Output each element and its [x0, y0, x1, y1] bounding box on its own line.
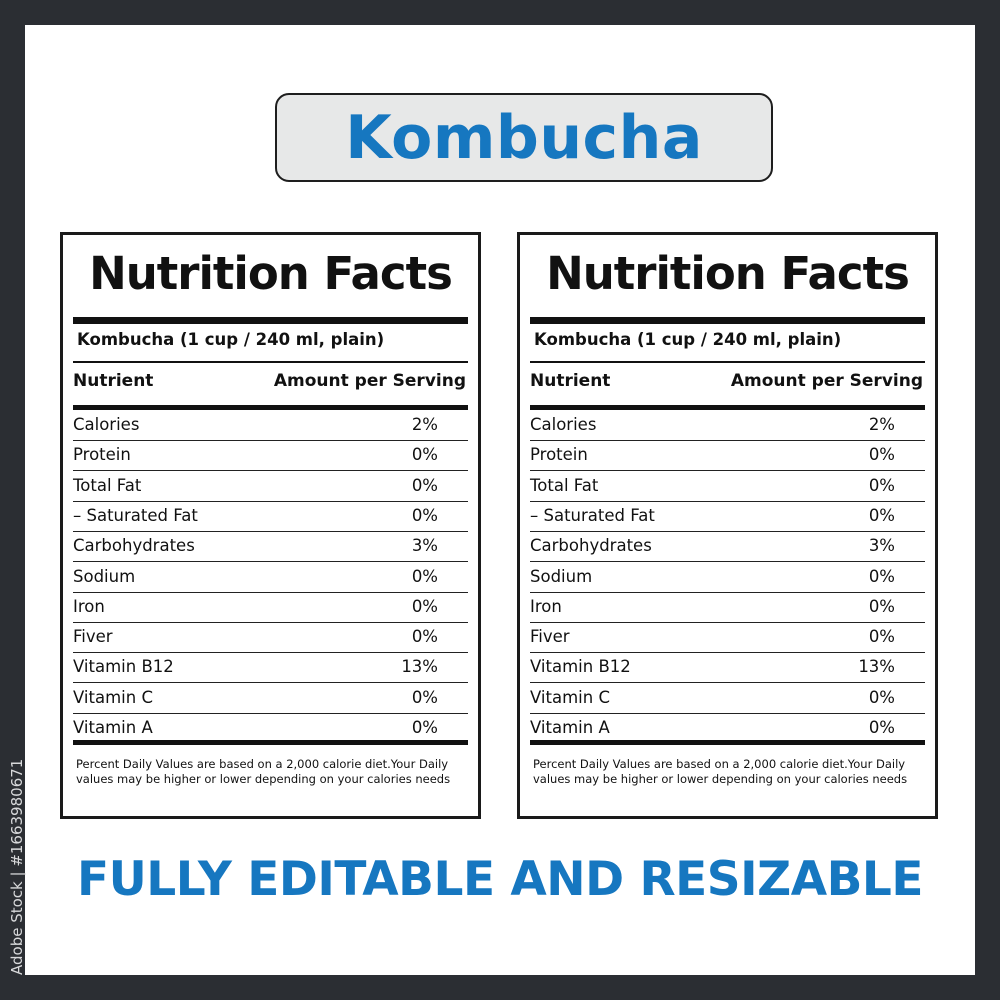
- nutrient-value: 0%: [868, 596, 895, 616]
- nutrient-name: – Saturated Fat: [530, 505, 655, 525]
- serving-size: Kombucha (1 cup / 240 ml, plain): [77, 330, 385, 349]
- canvas: Kombucha Nutrition Facts Kombucha (1 cup…: [25, 25, 975, 975]
- nutrition-label-2: Nutrition Facts Kombucha (1 cup / 240 ml…: [517, 232, 938, 819]
- title-banner: Kombucha: [275, 93, 773, 182]
- nutrient-value: 0%: [868, 718, 895, 737]
- nutrient-value: 3%: [411, 536, 438, 556]
- nutrient-name: Carbohydrates: [73, 536, 195, 556]
- nutrient-value: 0%: [411, 596, 438, 616]
- nutrient-name: Vitamin B12: [530, 657, 631, 677]
- nutrient-value: 0%: [868, 475, 895, 495]
- nutrient-row: Protein 0%: [530, 441, 925, 472]
- nutrient-name: Calories: [530, 415, 597, 434]
- nutrition-facts-heading: Nutrition Facts: [89, 247, 453, 300]
- nutrient-value: 0%: [411, 475, 438, 495]
- nutrient-value: 0%: [868, 566, 895, 586]
- nutrient-value: 0%: [868, 445, 895, 465]
- nutrient-value: 2%: [411, 415, 438, 434]
- footer-tagline: FULLY EDITABLE AND RESIZABLE: [77, 852, 923, 907]
- nutrient-name: Total Fat: [73, 475, 142, 495]
- nutrient-row: Sodium 0%: [73, 563, 468, 593]
- nutrient-row: Carbohydrates 3%: [530, 532, 925, 563]
- column-header: Nutrient Amount per Serving: [530, 371, 923, 391]
- nutrient-name: Sodium: [73, 566, 136, 586]
- nutrient-name: Iron: [73, 596, 105, 616]
- nutrient-name: Vitamin C: [73, 687, 153, 707]
- thick-divider: [530, 317, 925, 324]
- nutrient-name: Iron: [530, 596, 562, 616]
- thick-divider: [73, 405, 468, 410]
- thick-divider: [530, 405, 925, 410]
- nutrition-label-1: Nutrition Facts Kombucha (1 cup / 240 ml…: [60, 232, 481, 819]
- nutrient-name: Vitamin C: [530, 687, 610, 707]
- product-title: Kombucha: [345, 102, 703, 173]
- nutrient-row: – Saturated Fat 0%: [530, 502, 925, 532]
- daily-value-note: Percent Daily Values are based on a 2,00…: [76, 757, 451, 786]
- nutrient-name: – Saturated Fat: [73, 505, 198, 525]
- nutrient-value: 0%: [411, 627, 438, 647]
- nutrient-header: Nutrient: [73, 371, 154, 391]
- nutrient-row: Carbohydrates 3%: [73, 532, 468, 563]
- nutrient-value: 0%: [411, 718, 438, 737]
- nutrient-row: Vitamin C 0%: [73, 684, 468, 714]
- nutrient-row: Iron 0%: [530, 593, 925, 623]
- nutrient-row: Calories 2%: [530, 411, 925, 441]
- nutrient-row: Total Fat 0%: [73, 472, 468, 502]
- nutrient-row: Total Fat 0%: [530, 472, 925, 502]
- nutrient-name: Calories: [73, 415, 140, 434]
- divider: [73, 361, 468, 363]
- nutrient-name: Carbohydrates: [530, 536, 652, 556]
- nutrient-value: 2%: [868, 415, 895, 434]
- nutrient-name: Protein: [73, 445, 131, 465]
- thick-divider: [73, 317, 468, 324]
- nutrient-value: 0%: [411, 445, 438, 465]
- nutrition-facts-heading: Nutrition Facts: [546, 247, 910, 300]
- nutrient-value: 3%: [868, 536, 895, 556]
- nutrient-value: 0%: [868, 687, 895, 707]
- nutrient-row: Vitamin A 0%: [73, 714, 468, 744]
- nutrient-row: – Saturated Fat 0%: [73, 502, 468, 532]
- nutrient-value: 0%: [411, 566, 438, 586]
- nutrient-name: Vitamin B12: [73, 657, 174, 677]
- nutrient-name: Fiver: [73, 627, 113, 647]
- thick-divider: [530, 740, 925, 745]
- column-header: Nutrient Amount per Serving: [73, 371, 466, 391]
- nutrient-row: Fiver 0%: [530, 623, 925, 654]
- nutrient-row: Calories 2%: [73, 411, 468, 441]
- nutrient-value: 0%: [868, 627, 895, 647]
- nutrient-value: 13%: [858, 657, 895, 677]
- nutrient-row: Vitamin A 0%: [530, 714, 925, 744]
- nutrient-row: Sodium 0%: [530, 563, 925, 593]
- thick-divider: [73, 740, 468, 745]
- nutrient-row: Protein 0%: [73, 441, 468, 472]
- nutrient-name: Protein: [530, 445, 588, 465]
- nutrient-value: 13%: [401, 657, 438, 677]
- nutrient-row: Iron 0%: [73, 593, 468, 623]
- nutrient-value: 0%: [411, 505, 438, 525]
- nutrient-value: 0%: [411, 687, 438, 707]
- nutrient-name: Vitamin A: [73, 718, 153, 737]
- amount-header: Amount per Serving: [730, 371, 923, 391]
- nutrient-name: Fiver: [530, 627, 570, 647]
- nutrient-row: Vitamin C 0%: [530, 684, 925, 714]
- nutrient-name: Vitamin A: [530, 718, 610, 737]
- nutrient-name: Sodium: [530, 566, 593, 586]
- serving-size: Kombucha (1 cup / 240 ml, plain): [534, 330, 842, 349]
- amount-header: Amount per Serving: [273, 371, 466, 391]
- nutrient-row: Vitamin B12 13%: [73, 653, 468, 684]
- nutrient-row: Vitamin B12 13%: [530, 653, 925, 684]
- divider: [530, 361, 925, 363]
- nutrient-name: Total Fat: [530, 475, 599, 495]
- nutrient-row: Fiver 0%: [73, 623, 468, 654]
- nutrient-value: 0%: [868, 505, 895, 525]
- nutrient-header: Nutrient: [530, 371, 611, 391]
- daily-value-note: Percent Daily Values are based on a 2,00…: [533, 757, 908, 786]
